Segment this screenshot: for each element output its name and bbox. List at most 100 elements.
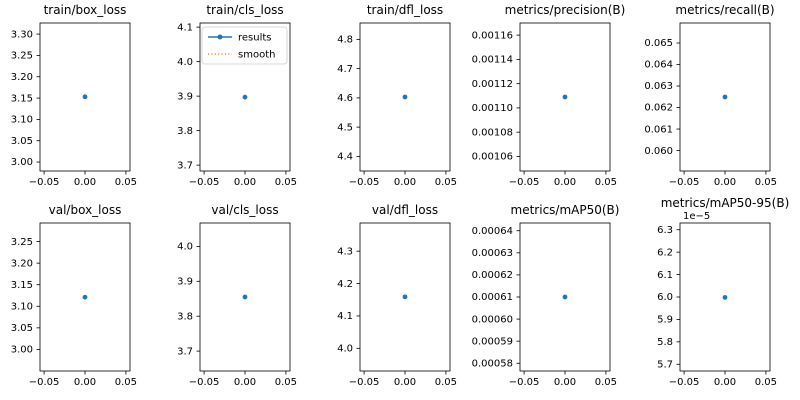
- y-tick-label: 5.9: [657, 315, 673, 326]
- plot-title: metrics/precision(B): [504, 3, 626, 17]
- data-point: [722, 94, 728, 100]
- y-tick-label: 0.00112: [472, 79, 513, 90]
- y-tick-label: 3.8: [177, 126, 193, 137]
- y-tick-label: 3.05: [11, 136, 33, 147]
- x-tick-label: 0.05: [435, 377, 457, 388]
- legend-marker-results: [217, 34, 223, 40]
- plot-title: train/box_loss: [43, 3, 127, 17]
- y-tick-label: 0.061: [644, 124, 673, 135]
- y-tick-label: 0.00108: [472, 127, 513, 138]
- y-tick-label: 0.00064: [472, 226, 513, 237]
- axis-offset-label: 1e−5: [683, 211, 710, 222]
- x-tick-label: 0.05: [435, 177, 457, 188]
- x-tick-label: −0.05: [189, 177, 220, 188]
- y-tick-label: 0.00063: [472, 248, 513, 259]
- subplot-metrics-recall-b: metrics/recall(B) 0.060 0.061 0.062 0.063 0.…: [640, 0, 800, 200]
- x-tick-label: 0.05: [595, 177, 617, 188]
- plot-title: val/box_loss: [48, 203, 122, 217]
- plot-axes-metrics-precision-b: 0.00106 0.00108 0.00110 0.00112 0.00114 0.001…: [472, 22, 617, 188]
- y-tick-label: 0.00116: [472, 30, 513, 41]
- y-tick-label: 3.7: [177, 346, 193, 357]
- x-tick-label: 0.00: [714, 177, 736, 188]
- y-tick-label: 0.00061: [472, 292, 513, 303]
- y-tick-label: 0.064: [644, 60, 673, 71]
- x-tick-label: −0.05: [189, 377, 220, 388]
- x-tick-label: −0.05: [29, 177, 60, 188]
- y-tick-label: 3.8: [177, 311, 193, 322]
- y-tick-label: 4.1: [337, 311, 353, 322]
- y-tick-label: 0.065: [644, 38, 673, 49]
- x-tick-label: 0.00: [554, 177, 576, 188]
- data-point: [242, 294, 248, 300]
- data-point: [242, 94, 248, 100]
- plot-title: metrics/mAP50-95(B): [660, 196, 790, 210]
- x-tick-label: 0.00: [714, 377, 736, 388]
- data-point: [562, 294, 568, 300]
- x-tick-label: −0.05: [29, 377, 60, 388]
- data-point: [722, 295, 728, 300]
- y-tick-label: 4.0: [337, 344, 353, 355]
- y-tick-label: 0.00060: [472, 314, 513, 325]
- x-tick-label: 0.00: [394, 377, 416, 388]
- y-tick-label: 6.3: [657, 225, 673, 236]
- subplot-val-cls-loss: val/cls_loss 3.7 3.8 3.9 4.0 −0.05 0.00 0.05: [160, 200, 320, 400]
- subplot-metrics-map50-95-b: metrics/mAP50-95(B) 5.7 5.8 5.9 6.0 6.1 6.2 6.…: [640, 196, 800, 400]
- data-point: [82, 294, 88, 300]
- y-tick-label: 0.00058: [472, 358, 513, 369]
- y-tick-label: 4.6: [337, 93, 353, 104]
- plot-axes-train-cls-loss: 3.7 3.8 3.9 4.0 4.1 −0.05 0.00 0.05 results smoot…: [177, 22, 297, 188]
- plot-axes-metrics-map50-b: 0.000580.000590.000600.000610.000620.000…: [472, 222, 617, 388]
- x-tick-label: 0.05: [275, 377, 297, 388]
- y-tick-label: 3.9: [177, 276, 193, 287]
- y-tick-label: 3.7: [177, 160, 193, 171]
- y-tick-label: 3.25: [11, 237, 33, 248]
- x-tick-label: 0.05: [275, 177, 297, 188]
- y-tick-label: 3.10: [11, 301, 33, 312]
- legend-label-smooth: smooth: [238, 50, 275, 61]
- y-tick-label: 6.1: [657, 270, 673, 281]
- y-tick-label: 4.0: [177, 242, 193, 253]
- x-tick-label: 0.00: [74, 377, 96, 388]
- x-tick-label: 0.05: [755, 377, 777, 388]
- plot-axes-train-dfl-loss: 4.4 4.5 4.6 4.7 4.8 −0.05 0.00 0.05: [337, 22, 457, 188]
- y-tick-label: 0.00059: [472, 336, 513, 347]
- subplot-metrics-map50-b: metrics/mAP50(B) 0.00058 0.00059 0.00060 0.…: [472, 200, 640, 400]
- subplot-val-box-loss: val/box_loss 3.00 3.05 3.10 3.15 3.20 3.25 −0.…: [0, 200, 160, 400]
- plot-title: val/cls_loss: [211, 203, 279, 217]
- y-tick-label: 5.8: [657, 337, 673, 348]
- x-tick-label: 0.00: [554, 377, 576, 388]
- y-tick-label: 0.060: [644, 146, 673, 157]
- plot-title: train/dfl_loss: [366, 3, 444, 17]
- y-tick-label: 3.00: [11, 345, 33, 356]
- y-tick-label: 6.0: [657, 292, 673, 303]
- y-tick-label: 3.15: [11, 280, 33, 291]
- y-tick-label: 5.7: [657, 359, 673, 370]
- y-tick-label: 4.0: [177, 57, 193, 68]
- y-tick-label: 4.5: [337, 122, 353, 133]
- y-tick-label: 4.1: [177, 22, 193, 33]
- x-tick-label: 0.05: [595, 377, 617, 388]
- y-tick-label: 0.00106: [472, 152, 513, 163]
- plot-axes-metrics-map50-95-b: 5.7 5.8 5.9 6.0 6.1 6.2 6.3 −0.05 0.00 0.05 1e−5: [657, 211, 777, 388]
- plot-axes-val-dfl-loss: 4.0 4.1 4.2 4.3 −0.05 0.00 0.05: [337, 222, 457, 388]
- y-tick-label: 0.00110: [472, 103, 513, 114]
- y-tick-label: 3.9: [177, 91, 193, 102]
- x-tick-label: 0.00: [74, 177, 96, 188]
- y-tick-label: 4.7: [337, 64, 353, 75]
- y-tick-label: 3.10: [11, 115, 33, 126]
- y-tick-label: 3.20: [11, 72, 33, 83]
- plot-axes-val-cls-loss: 3.7 3.8 3.9 4.0 −0.05 0.00 0.05: [177, 222, 297, 388]
- data-point: [82, 94, 88, 100]
- x-tick-label: 0.05: [115, 377, 137, 388]
- x-tick-label: −0.05: [509, 177, 540, 188]
- x-tick-label: −0.05: [509, 377, 540, 388]
- y-tick-label: 3.25: [11, 51, 33, 62]
- x-tick-label: 0.00: [234, 177, 256, 188]
- data-point: [562, 94, 568, 100]
- y-tick-label: 4.3: [337, 246, 353, 257]
- plot-axes-metrics-recall-b: 0.060 0.061 0.062 0.063 0.064 0.065 −0.05 0.00 0…: [644, 22, 777, 188]
- x-tick-label: 0.00: [394, 177, 416, 188]
- y-tick-label: 0.00062: [472, 270, 513, 281]
- y-tick-label: 3.20: [11, 258, 33, 269]
